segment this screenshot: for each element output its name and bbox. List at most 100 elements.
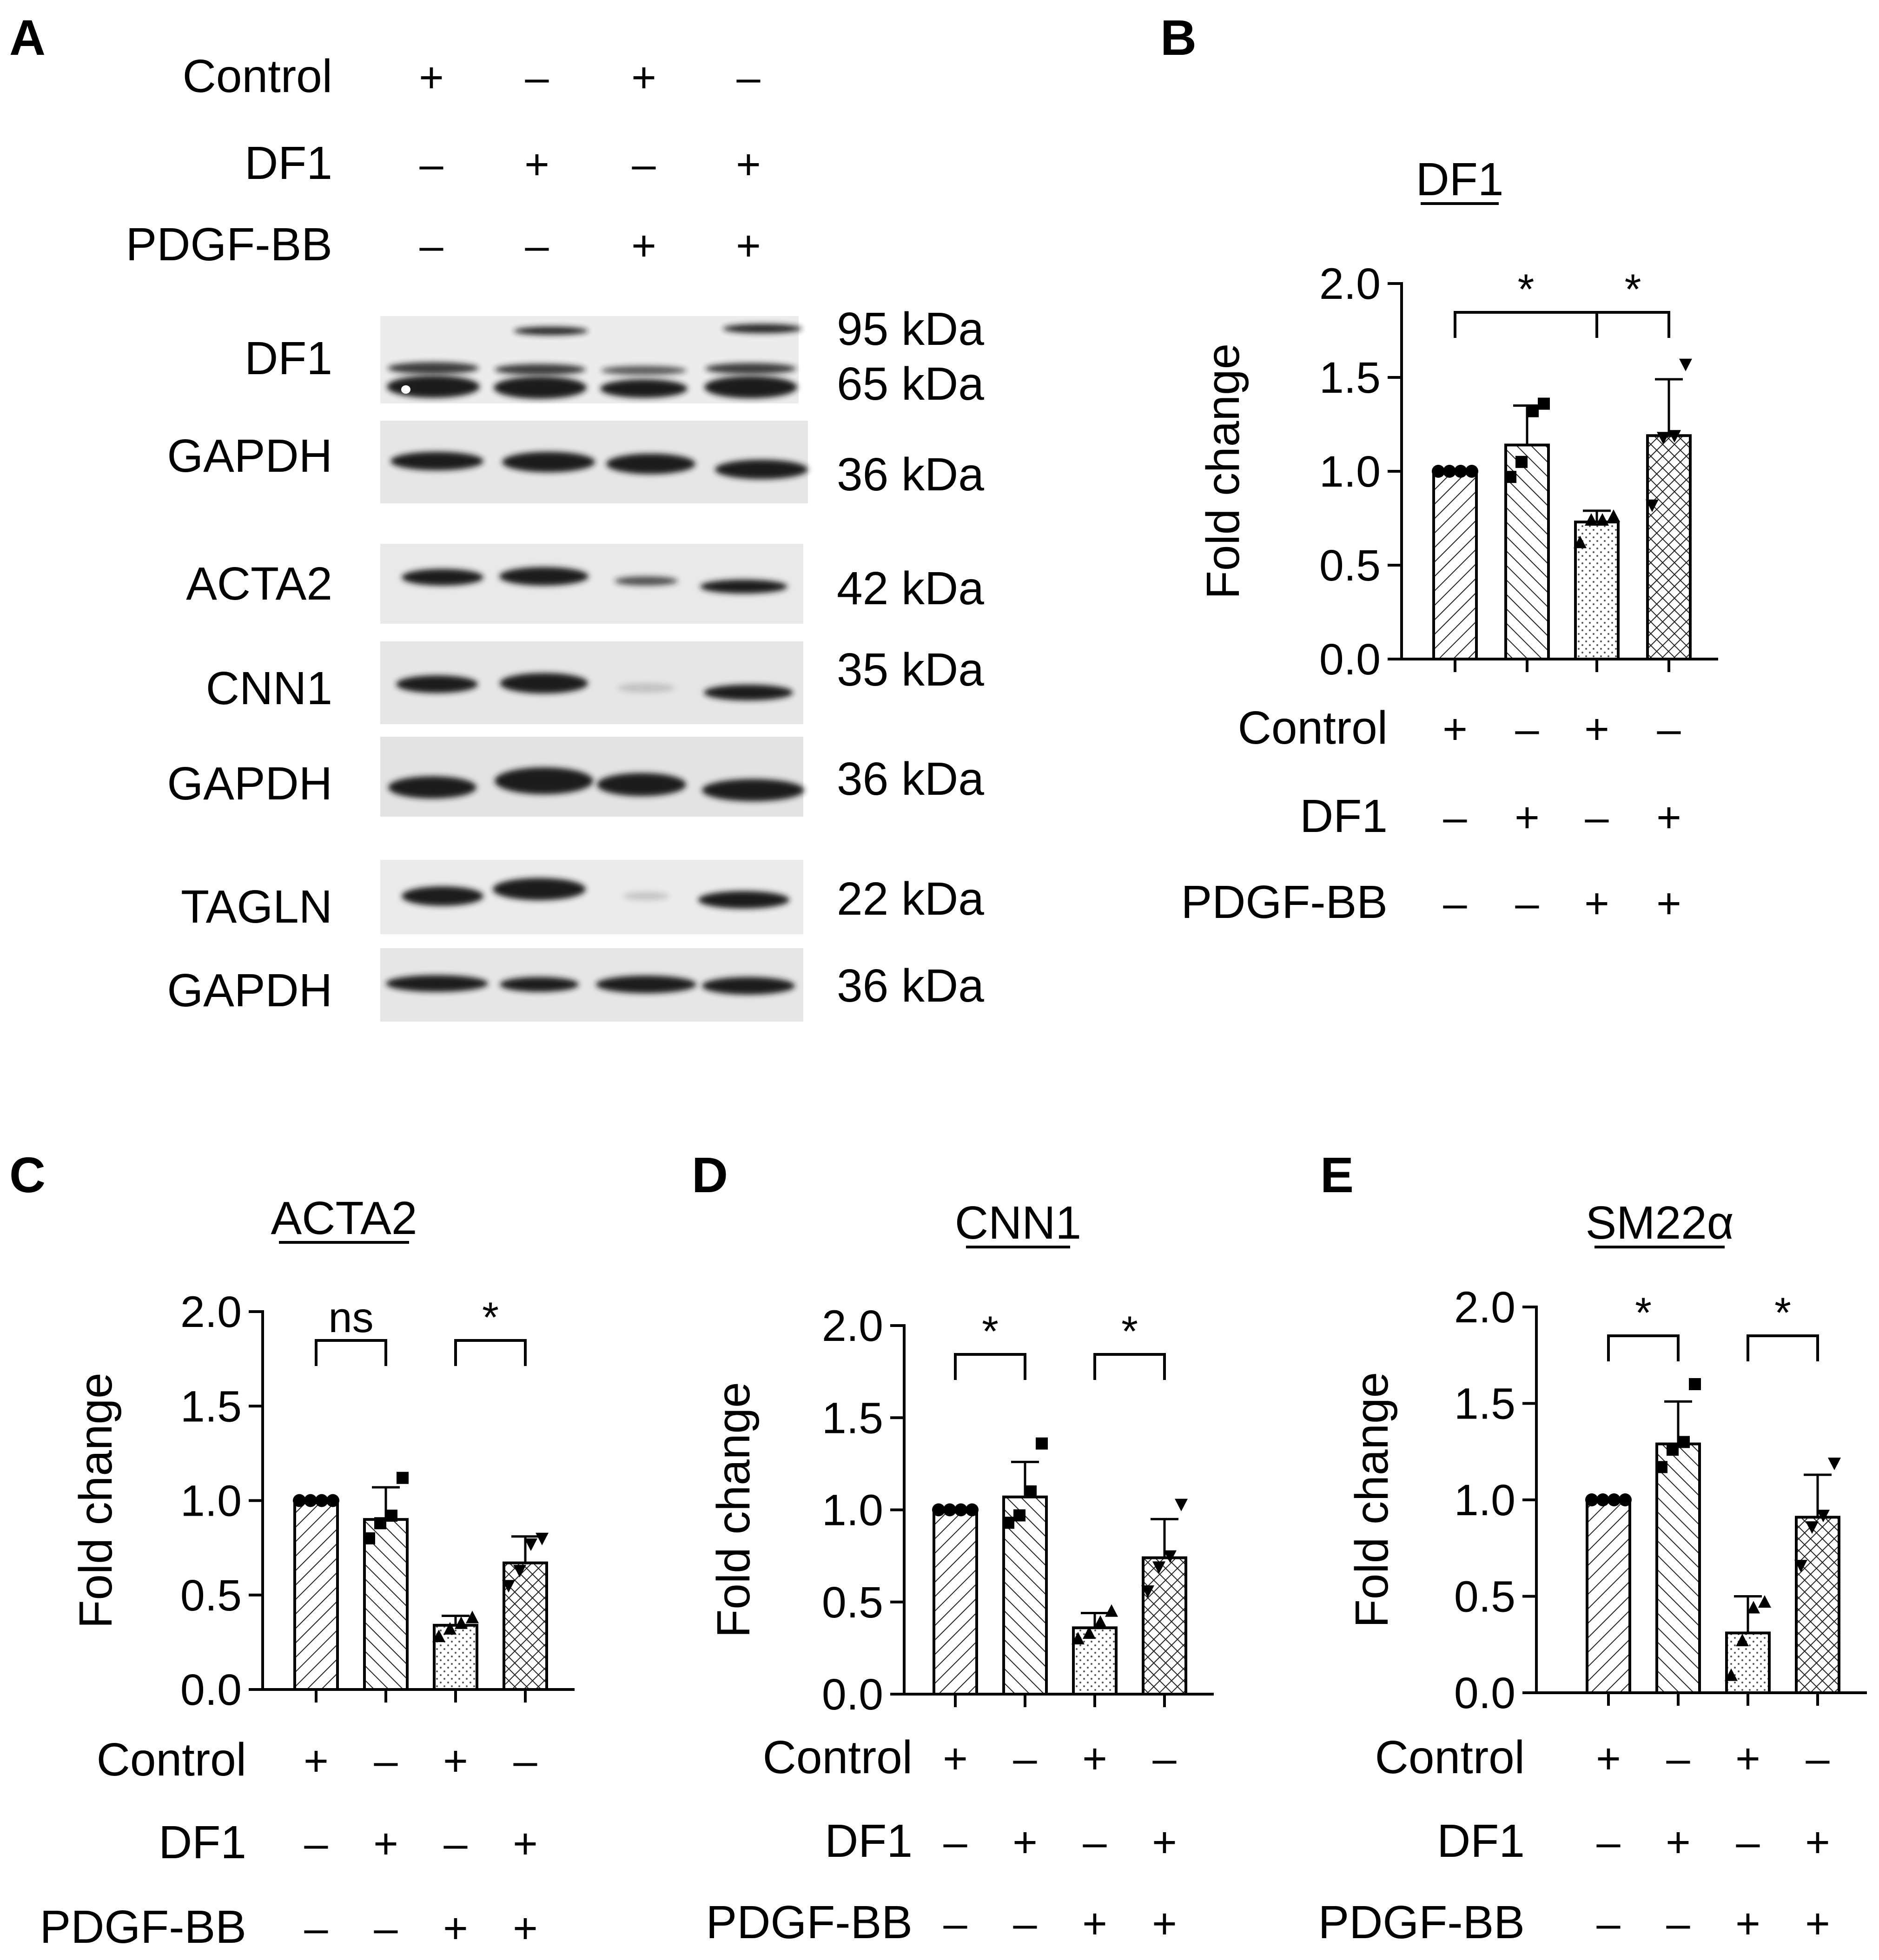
treatment-sign: +	[1442, 706, 1468, 753]
treatment-sign: +	[1735, 1900, 1760, 1947]
western-blot: DF1 95 kDa 65 kDa GAPDH	[167, 303, 984, 1022]
bar	[363, 1518, 409, 1691]
data-point	[1094, 1615, 1107, 1628]
treatment-sign: –	[304, 1820, 328, 1868]
y-axis-label: Fold change	[70, 1373, 122, 1628]
treatment-sign: +	[513, 1905, 538, 1952]
data-point	[536, 1532, 549, 1545]
bar	[1586, 1498, 1631, 1694]
treatment-sign: –	[1515, 706, 1539, 753]
treatment-sign: –	[1666, 1900, 1690, 1947]
significance-label: *	[1635, 1289, 1652, 1337]
blot-size: 22 kDa	[837, 873, 984, 925]
treatment-label: Control	[763, 1731, 913, 1783]
treatment-sign: +	[1805, 1900, 1830, 1947]
treatment-sign: +	[443, 1905, 468, 1952]
y-tick-label: 2.0	[822, 1301, 883, 1351]
bar	[1725, 1631, 1771, 1695]
data-point	[304, 1494, 317, 1507]
blot-label: TAGLN	[181, 881, 332, 933]
bar	[933, 1508, 978, 1696]
treatment-sign: +	[943, 1735, 968, 1782]
treatment-sign: +	[1082, 1900, 1107, 1947]
data-point	[1794, 1560, 1807, 1573]
treatment-sign: –	[1443, 880, 1467, 927]
y-tick-label: 1.0	[822, 1486, 883, 1535]
data-point	[1585, 513, 1598, 526]
data-point	[1608, 1493, 1621, 1506]
blot-size: 36 kDa	[837, 960, 984, 1012]
treatment-sign: –	[1443, 794, 1467, 841]
treatment-sign: +	[1735, 1735, 1760, 1782]
treatment-sign: –	[419, 141, 443, 188]
treatment-sign: +	[1152, 1900, 1177, 1947]
data-point	[1657, 432, 1670, 445]
treatment-sign: –	[632, 141, 656, 188]
data-point	[1504, 471, 1516, 483]
data-point	[1432, 465, 1445, 478]
significance-bracket	[954, 1353, 1026, 1380]
treatment-sign: –	[1585, 794, 1609, 841]
y-tick-label: 0.5	[822, 1578, 883, 1627]
data-point	[1152, 1561, 1165, 1574]
treatment-sign: –	[1515, 880, 1539, 927]
treatment-sign: –	[1596, 1900, 1621, 1947]
treatment-sign: –	[943, 1819, 967, 1866]
treatment-sign: –	[443, 1820, 468, 1868]
bar-chart-cnn1: CNN1 0.0 0.5 1.0 1.5 2.0 Fold change * * Control +…	[706, 1197, 1214, 1948]
blot-row-cnn1: CNN1 35 kDa	[206, 641, 984, 724]
data-point	[455, 1616, 468, 1629]
treatment-sign: –	[525, 222, 549, 270]
data-point	[1175, 1498, 1188, 1511]
significance-bracket	[454, 1339, 527, 1366]
treatment-label: PDGF-BB	[1318, 1896, 1525, 1948]
data-point	[1679, 358, 1692, 371]
treatment-label: Control	[97, 1734, 246, 1786]
data-point	[1725, 1668, 1738, 1681]
y-tick-label: 0.0	[1319, 635, 1381, 684]
treatment-sign: –	[1013, 1735, 1037, 1782]
treatment-sign: –	[304, 1905, 328, 1952]
treatment-label: DF1	[159, 1816, 246, 1868]
data-point	[1747, 1601, 1760, 1614]
treatment-sign: –	[736, 54, 761, 101]
significance-bracket	[1607, 1334, 1680, 1361]
data-point	[1655, 1461, 1667, 1473]
panel-letter-b: B	[1160, 9, 1197, 66]
panel-letter-e: E	[1320, 1147, 1354, 1203]
bar-chart-sm22a: SM22α 0.0 0.5 1.0 1.5 2.0 Fold change * * Control…	[1318, 1197, 1867, 1948]
data-point	[943, 1503, 956, 1517]
bar	[1655, 1442, 1701, 1694]
treatment-sign: –	[1013, 1900, 1037, 1947]
significance-bracket	[1093, 1353, 1166, 1380]
treatment-sign: +	[1012, 1819, 1038, 1866]
data-point	[443, 1622, 457, 1635]
chart-title: DF1	[1416, 153, 1504, 205]
data-point	[1596, 513, 1609, 526]
y-tick-label: 0.0	[822, 1670, 883, 1719]
y-tick-label: 1.5	[822, 1393, 883, 1443]
significance-label: *	[1121, 1308, 1138, 1355]
data-point	[397, 1472, 409, 1484]
data-point	[1607, 509, 1620, 522]
treatment-sign: –	[1806, 1735, 1830, 1782]
data-point	[513, 1564, 526, 1577]
treatment-sign: –	[525, 54, 549, 101]
data-point	[1806, 1521, 1819, 1534]
treatment-label: PDGF-BB	[706, 1896, 913, 1948]
chart-title: CNN1	[955, 1197, 1081, 1249]
treatment-sign: +	[524, 141, 549, 188]
y-tick-label: 1.0	[1454, 1476, 1515, 1525]
data-point	[1574, 535, 1587, 548]
treatment-sign: +	[1596, 1735, 1621, 1782]
data-point	[524, 1538, 537, 1551]
blot-label: GAPDH	[167, 430, 332, 482]
treatment-sign: –	[374, 1737, 398, 1785]
panel-letter-a: A	[9, 9, 46, 66]
data-point	[966, 1503, 979, 1517]
bar	[1432, 470, 1478, 660]
treatment-sign: +	[1666, 1819, 1691, 1866]
data-point	[432, 1630, 445, 1643]
